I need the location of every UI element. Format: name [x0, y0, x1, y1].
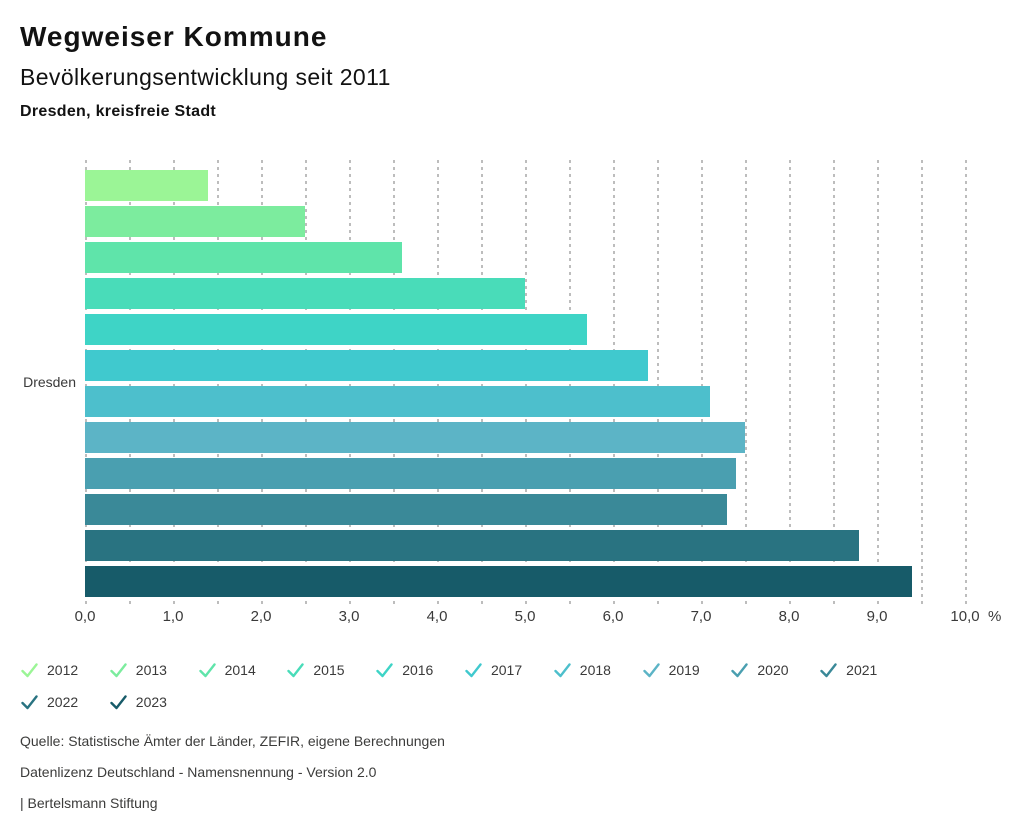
legend-label: 2020: [757, 662, 789, 678]
x-tick-label: 4,0: [426, 608, 448, 625]
x-tick-label: 5,0: [514, 608, 536, 625]
check-icon: [198, 662, 216, 677]
bar-2015[interactable]: [85, 278, 525, 309]
bar-2021[interactable]: [85, 494, 728, 525]
check-icon: [642, 662, 660, 677]
app-title: Wegweiser Kommune: [20, 21, 328, 52]
gridline: [261, 160, 263, 608]
x-tick-label: 0,0: [74, 608, 96, 625]
attribution-note: | Bertelsmann Stiftung: [20, 795, 158, 811]
gridline: [393, 160, 395, 608]
check-icon: [21, 694, 38, 709]
legend-label: 2014: [224, 662, 256, 678]
gridline: [305, 160, 307, 608]
legend-item-2013[interactable]: 2013: [110, 654, 199, 686]
x-tick-label: 2,0: [250, 608, 272, 625]
gridline: [437, 160, 439, 608]
check-icon: [554, 662, 571, 677]
legend-label: 2016: [402, 662, 434, 678]
check-icon: [287, 662, 305, 677]
legend-item-2016[interactable]: 2016: [376, 654, 465, 686]
legend-label: 2015: [313, 662, 345, 678]
legend-item-2019[interactable]: 2019: [642, 654, 732, 686]
legend-label: 2023: [135, 694, 167, 710]
gridline: [349, 160, 351, 608]
gridline: [701, 160, 703, 608]
region-subtitle: Dresden, kreisfreie Stadt: [20, 103, 217, 120]
legend-item-2012[interactable]: 2012: [21, 654, 110, 686]
bar-2016[interactable]: [85, 314, 587, 345]
gridline: [217, 160, 219, 608]
gridline: [789, 160, 791, 608]
gridline: [877, 160, 879, 608]
source-note: Quelle: Statistische Ämter der Länder, Z…: [20, 733, 445, 749]
legend-label: 2019: [668, 662, 700, 678]
legend-item-2015[interactable]: 2015: [287, 654, 376, 686]
x-tick-label: 3,0: [338, 608, 360, 625]
bar-2018[interactable]: [85, 386, 710, 417]
gridline: [569, 160, 571, 608]
bar-2014[interactable]: [85, 242, 402, 273]
gridline: [129, 160, 131, 608]
bar-2022[interactable]: [85, 530, 860, 561]
bar-2023[interactable]: [85, 566, 913, 597]
x-tick-label: 9,0: [866, 608, 888, 625]
legend: 2012 2013 2014 2015 2016 2017 2018 2019 2020 2021…: [21, 654, 951, 718]
gridline: [481, 160, 483, 608]
legend-label: 2022: [47, 694, 79, 710]
chart-title: Bevölkerungsentwicklung seit 2011: [20, 64, 391, 90]
check-icon: [110, 694, 127, 709]
check-icon: [376, 662, 393, 677]
bar-2013[interactable]: [85, 206, 305, 237]
legend-item-2021[interactable]: 2021: [820, 654, 909, 686]
gridline: [657, 160, 659, 608]
check-icon: [465, 662, 482, 677]
gridline: [965, 160, 967, 608]
legend-item-2020[interactable]: 2020: [731, 654, 820, 686]
x-axis-unit-label: %: [988, 608, 1002, 625]
gridline: [921, 160, 923, 608]
x-tick-label: 10,0: [950, 608, 980, 625]
y-axis-group-label: Dresden: [23, 374, 76, 390]
footer: Quelle: Statistische Ämter der Länder, Z…: [20, 733, 445, 826]
check-icon: [21, 662, 38, 677]
bar-2020[interactable]: [85, 458, 737, 489]
legend-item-2018[interactable]: 2018: [554, 654, 643, 686]
gridline: [833, 160, 835, 608]
gridline: [85, 160, 87, 608]
gridline: [745, 160, 747, 608]
legend-item-2022[interactable]: 2022: [21, 686, 110, 718]
legend-label: 2021: [846, 662, 878, 678]
gridline: [173, 160, 175, 608]
legend-item-2023[interactable]: 2023: [110, 686, 199, 718]
legend-label: 2013: [135, 662, 167, 678]
license-note: Datenlizenz Deutschland - Namensnennung …: [20, 764, 377, 780]
check-icon: [820, 662, 837, 677]
bar-2017[interactable]: [85, 350, 649, 381]
legend-item-2017[interactable]: 2017: [465, 654, 554, 686]
bar-2012[interactable]: [85, 170, 209, 201]
x-tick-label: 1,0: [162, 608, 184, 625]
bar-2019[interactable]: [85, 422, 745, 453]
gridline: [613, 160, 615, 608]
x-tick-label: 7,0: [690, 608, 712, 625]
legend-label: 2017: [490, 662, 523, 678]
legend-label: 2012: [47, 662, 79, 678]
legend-label: 2018: [579, 662, 611, 678]
x-tick-label: 8,0: [778, 608, 800, 625]
check-icon: [731, 662, 749, 677]
legend-item-2014[interactable]: 2014: [198, 654, 288, 686]
check-icon: [110, 662, 127, 677]
gridline: [525, 160, 527, 608]
x-tick-label: 6,0: [602, 608, 624, 625]
